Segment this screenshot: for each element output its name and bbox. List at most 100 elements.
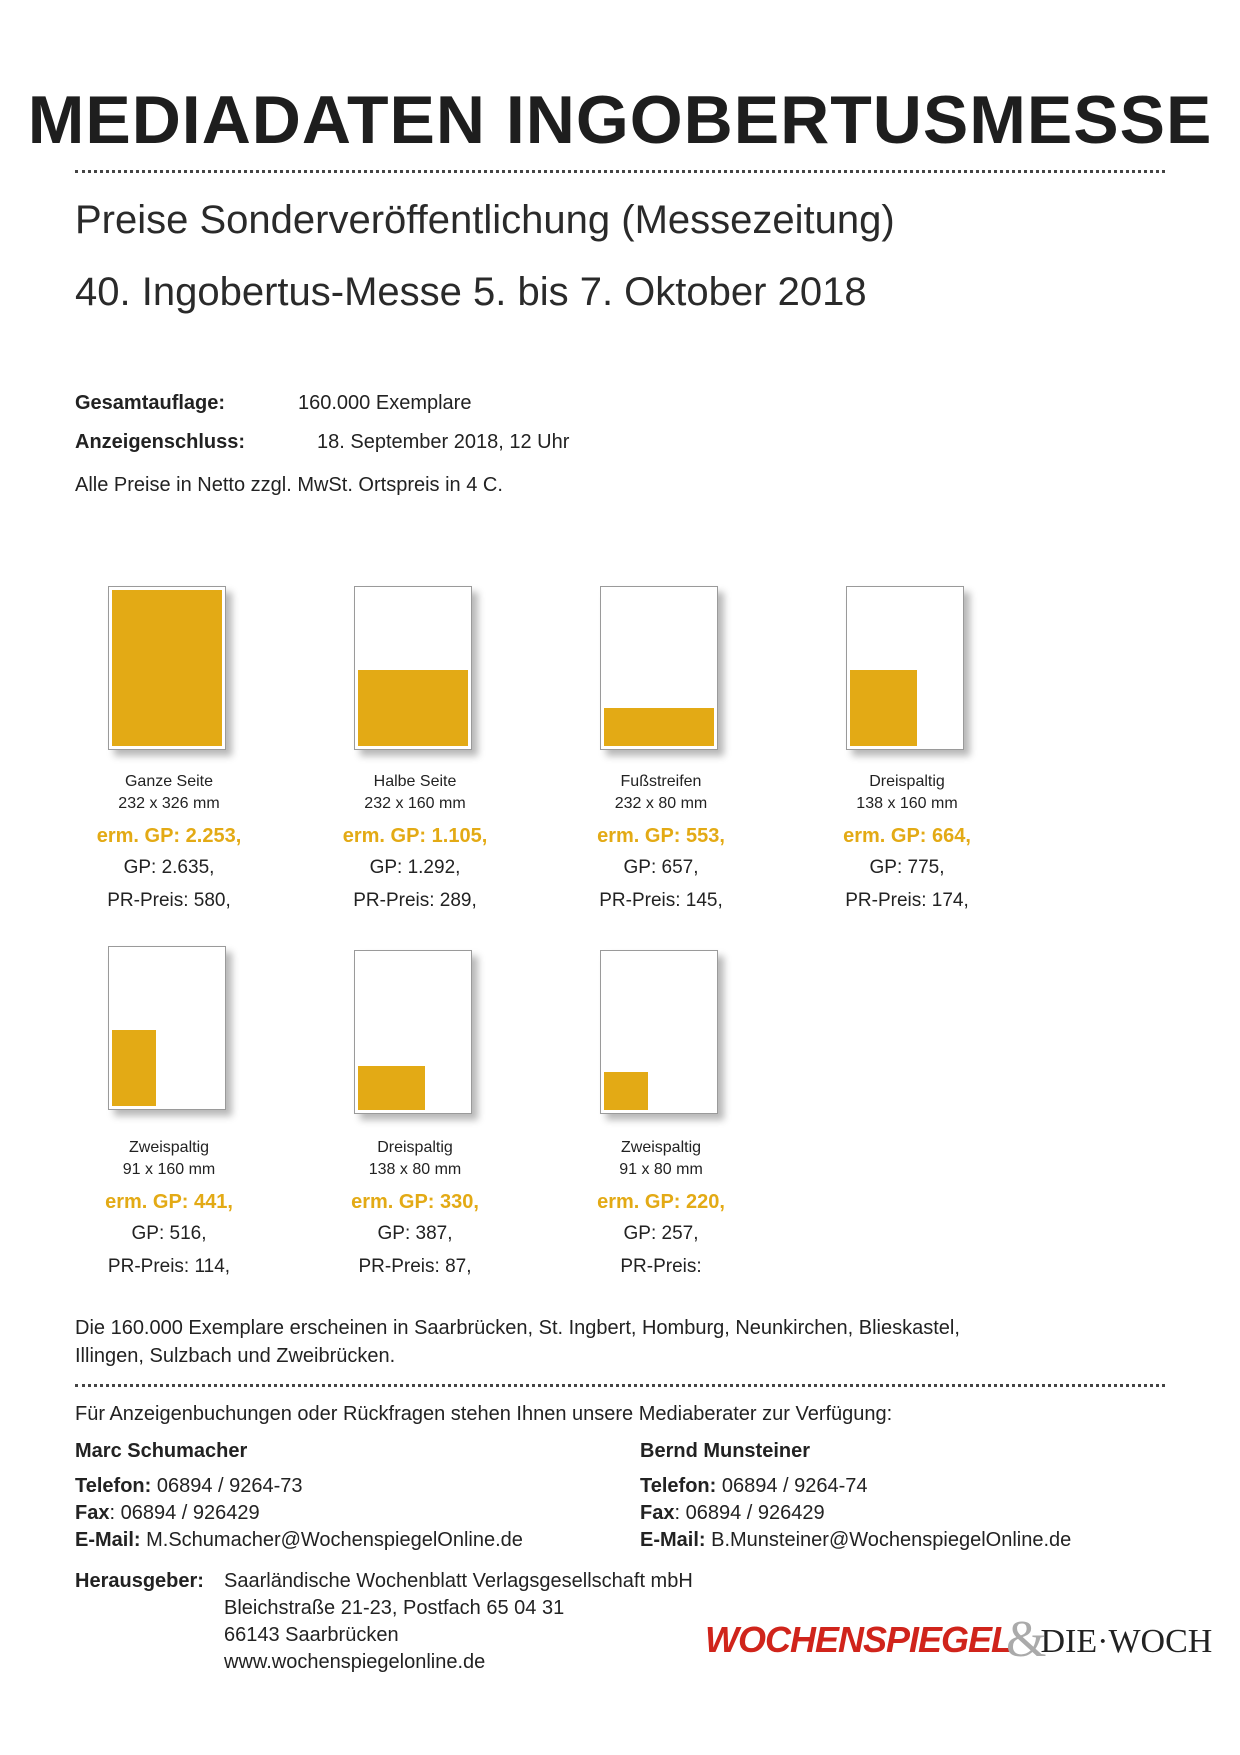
contact-phone: Telefon: 06894 / 9264-74	[640, 1473, 1071, 1500]
contact-email: E-Mail: B.Munsteiner@WochenspiegelOnline…	[640, 1527, 1071, 1554]
fax-label: Fax	[640, 1502, 675, 1524]
auflage-label: Gesamtauflage:	[75, 392, 226, 414]
ad-area	[112, 1030, 156, 1106]
ad-area	[358, 670, 468, 746]
base-price: GP: 516,	[131, 1223, 207, 1244]
format-size: 232 x 326 mm	[118, 795, 220, 812]
logo-ampersand: &	[1006, 1611, 1047, 1668]
phone-label: Telefon:	[75, 1475, 152, 1497]
schluss-label: Anzeigenschluss:	[75, 431, 246, 453]
pr-price: PR-Preis: 174,	[845, 890, 969, 911]
ad-area	[604, 1072, 648, 1110]
format-name: Halbe Seite	[373, 773, 457, 790]
reduced-price: erm. GP: 1.105,	[342, 825, 488, 847]
contact-phone: Telefon: 06894 / 9264-73	[75, 1473, 523, 1500]
pr-price: PR-Preis: 145,	[599, 890, 723, 911]
distribution-line-2: Illingen, Sulzbach und Zweibrücken.	[75, 1345, 396, 1367]
format-size: 138 x 80 mm	[368, 1161, 462, 1178]
subtitle-event: 40. Ingobertus-Messe 5. bis 7. Oktober 2…	[75, 270, 867, 314]
logo-die-woch: DIE·WOCH	[1040, 1623, 1213, 1660]
format-name: Ganze Seite	[124, 773, 214, 790]
format-thumb-dreispaltig-160	[846, 586, 964, 750]
publisher-street: Bleichstraße 21-23, Postfach 65 04 31	[224, 1597, 565, 1619]
format-size: 91 x 160 mm	[122, 1161, 216, 1178]
pr-price: PR-Preis: 580,	[107, 890, 231, 911]
format-size: 91 x 80 mm	[619, 1161, 703, 1178]
price-note: Alle Preise in Netto zzgl. MwSt. Ortspre…	[75, 474, 503, 496]
contact-fax: Fax: 06894 / 926429	[75, 1500, 523, 1527]
format-caption: Dreispaltig 138 x 80 mm erm. GP: 330, GP…	[290, 1137, 540, 1283]
format-caption: Zweispaltig 91 x 80 mm erm. GP: 220, GP:…	[536, 1137, 786, 1283]
publisher-address: Saarländische Wochenblatt Verlagsgesells…	[224, 1568, 693, 1676]
logo-wochenspiegel: WOCHENSPIEGEL	[705, 1619, 1013, 1660]
reduced-price: erm. GP: 664,	[843, 825, 971, 847]
format-size: 232 x 80 mm	[614, 795, 708, 812]
format-name: Fußstreifen	[620, 773, 702, 790]
pr-price: PR-Preis: 114,	[107, 1256, 231, 1277]
divider-bottom	[75, 1384, 1165, 1387]
ad-area	[850, 670, 917, 746]
fax-value: : 06894 / 926429	[109, 1502, 260, 1524]
ad-area	[358, 1066, 425, 1110]
format-thumb-ganze-seite	[108, 586, 226, 750]
page-title: MEDIADATEN INGOBERTUSMESSE	[27, 82, 1213, 158]
format-name: Zweispaltig	[128, 1139, 210, 1156]
format-name: Dreispaltig	[377, 1139, 453, 1156]
subtitle-product: Preise Sonderveröffentlichung (Messezeit…	[75, 198, 895, 242]
contact-card: Bernd Munsteiner Telefon: 06894 / 9264-7…	[640, 1438, 1071, 1554]
publisher-city: 66143 Saarbrücken	[224, 1624, 399, 1646]
schluss-value: 18. September 2018, 12 Uhr	[317, 431, 570, 453]
format-size: 232 x 160 mm	[364, 795, 466, 812]
reduced-price: erm. GP: 441,	[105, 1191, 233, 1213]
base-price: GP: 775,	[869, 857, 945, 878]
publisher-company: Saarländische Wochenblatt Verlagsgesells…	[224, 1570, 693, 1592]
format-name: Zweispaltig	[620, 1139, 702, 1156]
format-thumb-zweispaltig-80	[600, 950, 718, 1114]
reduced-price: erm. GP: 330,	[351, 1191, 479, 1213]
contact-fax: Fax: 06894 / 926429	[640, 1500, 1071, 1527]
format-caption: Zweispaltig 91 x 160 mm erm. GP: 441, GP…	[44, 1137, 294, 1283]
ad-area	[112, 590, 222, 746]
distribution-line-1: Die 160.000 Exemplare erscheinen in Saar…	[75, 1317, 960, 1339]
publisher-website-link[interactable]: www.wochenspiegelonline.de	[224, 1651, 486, 1673]
format-thumb-dreispaltig-80	[354, 950, 472, 1114]
base-price: GP: 657,	[623, 857, 699, 878]
contact-intro: Für Anzeigenbuchungen oder Rückfragen st…	[75, 1403, 893, 1425]
phone-value: 06894 / 9264-74	[716, 1475, 868, 1497]
reduced-price: erm. GP: 2.253,	[96, 825, 242, 847]
format-caption: Dreispaltig 138 x 160 mm erm. GP: 664, G…	[782, 771, 1032, 917]
contact-email: E-Mail: M.Schumacher@WochenspiegelOnline…	[75, 1527, 523, 1554]
format-caption: Ganze Seite 232 x 326 mm erm. GP: 2.253,…	[44, 771, 294, 917]
reduced-price: erm. GP: 553,	[597, 825, 725, 847]
base-price: GP: 257,	[623, 1223, 699, 1244]
format-caption: Fußstreifen 232 x 80 mm erm. GP: 553, GP…	[536, 771, 786, 917]
format-size: 138 x 160 mm	[856, 795, 958, 812]
base-price: GP: 387,	[377, 1223, 453, 1244]
base-price: GP: 1.292,	[369, 857, 461, 878]
email-label: E-Mail:	[75, 1529, 141, 1551]
pr-price: PR-Preis: 87,	[358, 1256, 472, 1277]
pr-price: PR-Preis: 289,	[353, 890, 477, 911]
format-caption: Halbe Seite 232 x 160 mm erm. GP: 1.105,…	[290, 771, 540, 917]
phone-label: Telefon:	[640, 1475, 717, 1497]
format-thumb-fussstreifen	[600, 586, 718, 750]
divider-top	[75, 170, 1165, 173]
base-price: GP: 2.635,	[123, 857, 215, 878]
reduced-price: erm. GP: 220,	[597, 1191, 725, 1213]
email-link[interactable]: M.Schumacher@WochenspiegelOnline.de	[140, 1529, 523, 1551]
email-label: E-Mail:	[640, 1529, 706, 1551]
fax-value: : 06894 / 926429	[674, 1502, 825, 1524]
pr-price: PR-Preis:	[620, 1256, 702, 1277]
schluss-row: Anzeigenschluss:	[75, 429, 245, 455]
phone-value: 06894 / 9264-73	[151, 1475, 303, 1497]
format-thumb-zweispaltig-160	[108, 946, 226, 1110]
format-thumb-halbe-seite	[354, 586, 472, 750]
ad-area	[604, 708, 714, 746]
auflage-row: Gesamtauflage:	[75, 390, 225, 416]
contact-name: Marc Schumacher	[75, 1440, 248, 1462]
publisher-label: Herausgeber:	[75, 1570, 204, 1592]
contact-name: Bernd Munsteiner	[640, 1440, 811, 1462]
format-name: Dreispaltig	[869, 773, 945, 790]
email-link[interactable]: B.Munsteiner@WochenspiegelOnline.de	[705, 1529, 1072, 1551]
wochenspiegel-logo: WOCHENSPIEGEL&DIE·WOCH	[705, 1610, 1213, 1668]
